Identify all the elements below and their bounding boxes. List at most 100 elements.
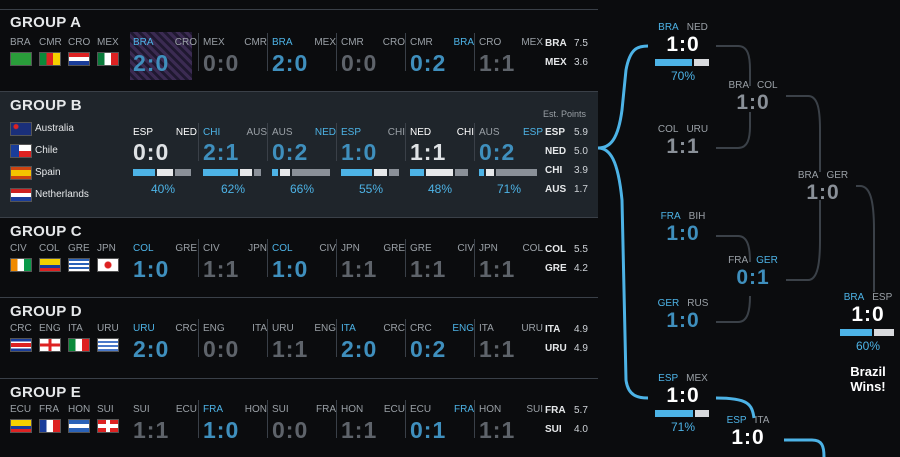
group-c: GROUP C CIV COL GRE JPN COL GRE 1:0 CIV JPN 1:1 COL… [0,217,598,297]
bracket-score: 1:0 [666,384,700,407]
match-score: 0:0 [272,417,309,443]
probability-bar [655,410,711,417]
team-code: COL [39,243,60,254]
team-code: MEX [97,37,119,48]
bracket-teams: COL URU [648,124,718,135]
win-probability: 70% [670,69,696,83]
probability-segment [175,169,191,176]
match-teams: AUS ESP [479,127,543,138]
team-b-code: NED [175,127,197,138]
points-team-code: SUI [545,424,562,435]
team-b-code: JPN [248,243,267,254]
team-a-code: AUS [479,127,500,138]
bracket-connector-qf-2 [786,200,821,281]
team-a-code: SUI [133,404,150,415]
match-score: 0:0 [203,50,240,76]
bracket-teams: BRA NED [648,22,718,33]
points-team-code: AUS [545,184,567,195]
team-a-code: ECU [410,404,432,415]
probability-segment [374,169,387,176]
team-b-code: BIH [688,211,706,222]
match-score: 0:2 [272,139,309,165]
team-a-code: URU [133,323,155,334]
team-b-code: ENG [314,323,336,334]
australia-flag-icon [10,122,32,136]
team-a-code: HON [341,404,364,415]
team-a-code: GER [657,298,680,309]
bracket-lines [598,44,875,457]
match-divider [405,33,406,71]
bracket-teams: BRA COL [718,80,788,91]
team-b-code: ENG [452,323,474,334]
points-value: 4.9 [574,343,588,354]
eng-flag-icon [39,338,61,352]
team-a-code: SUI [272,404,289,415]
match-score: 2:0 [341,336,378,362]
match-divider [267,319,268,357]
match-score: 1:1 [341,417,378,443]
team-b-code: CIV [319,243,336,254]
chile-flag-icon [10,144,32,158]
bracket-connector-qf-3 [784,438,826,457]
points-value: 4.9 [574,324,588,335]
match-teams: FRA HON [203,404,267,415]
match-teams: AUS NED [272,127,336,138]
match-score: 1:0 [341,139,378,165]
probability-segment [655,410,693,417]
match-teams: ECU FRA [410,404,474,415]
match-teams: CIV JPN [203,243,267,254]
group-divider [0,297,598,298]
bracket-connector-r16-2 [716,112,751,149]
team-code: ITA [68,323,83,334]
team-b-code: ESP [872,292,893,303]
team-a-code: CHI [203,127,221,138]
match-score: 2:0 [133,50,170,76]
team-b-code: GER [756,255,778,266]
team-a-code: COL [272,243,293,254]
points-team-code: COL [545,244,567,255]
match-score: 1:1 [341,256,378,282]
match-divider [267,123,268,161]
probability-segment [133,169,155,176]
team-a-code: FRA [660,211,681,222]
group-divider [0,217,598,218]
points-value: 5.7 [574,405,588,416]
group-a: GROUP A BRA CMR CRO MEX BRA CRO 2:0 MEX CMR 0:0 BRA… [0,0,598,91]
match-divider [198,239,199,277]
team-a-code: CMR [341,37,364,48]
team-b-code: CRC [175,323,197,334]
bracket-match: BRA GER 1:0 [788,170,858,205]
team-a-code: ENG [203,323,225,334]
match-score: 1:1 [203,256,240,282]
bracket-match: ESP MEX 1:0 71% [648,373,718,434]
bracket-match: ESP ITA 1:0 [713,415,783,450]
points-team-code: BRA [545,38,567,49]
team-b-code: GER [826,170,849,181]
probability-segment [157,169,173,176]
probability-segment [272,169,279,176]
team-a-code: COL [133,243,154,254]
bracket-match: BRA NED 1:0 70% [648,22,718,83]
hon-flag-icon [68,419,90,433]
bracket-score: 1:1 [666,135,700,158]
team-name: Australia [35,123,74,134]
team-code: CIV [10,243,27,254]
points-value: 5.0 [574,146,588,157]
team-a-code: CMR [410,37,433,48]
probability-segment [203,169,239,176]
win-probability: 62% [220,182,246,196]
ecu-flag-icon [10,419,32,433]
win-probability: 60% [855,339,881,353]
match-divider [198,319,199,357]
points-value: 1.7 [574,184,588,195]
team-a-code: CIV [203,243,220,254]
match-teams: CMR BRA [410,37,474,48]
probability-segment [479,169,484,176]
bracket-teams: FRA GER [718,255,788,266]
probability-bar [203,169,263,176]
match-score: 0:0 [133,139,170,165]
team-code: CMR [39,37,62,48]
team-code: SUI [97,404,114,415]
match-score: 1:1 [479,50,516,76]
team-name: Netherlands [35,189,89,200]
